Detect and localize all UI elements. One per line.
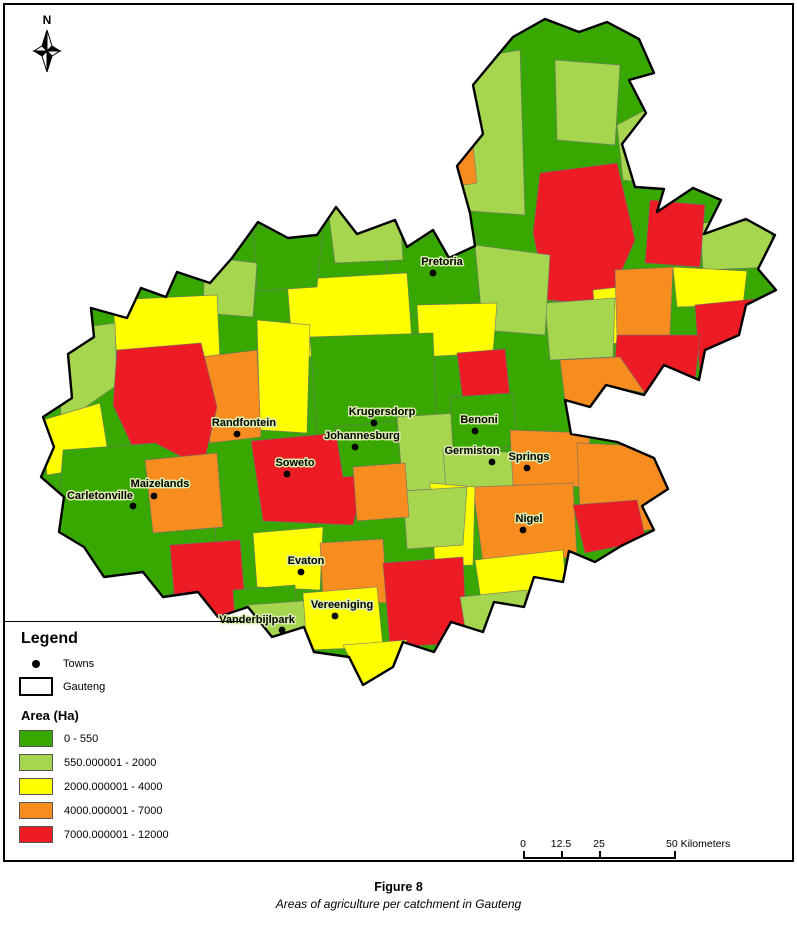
town-label-maizelands: Maizelands: [131, 478, 190, 490]
legend-class-row: 2000.000001 - 4000: [19, 778, 231, 795]
scale-tickmark: [599, 851, 601, 859]
town-dot-randfontein: [233, 430, 241, 438]
town-label-evaton: Evaton: [288, 555, 325, 567]
towns-layer: Pretoria Randfontein Krugersdorp Johannesbu…: [65, 255, 551, 634]
scale-tick-50: 50 Kilometers: [666, 838, 731, 850]
map-legend: Legend Towns Gauteng Area (Ha) 0 - 550 55…: [5, 621, 243, 860]
legend-gauteng-label: Gauteng: [63, 680, 106, 693]
figure-caption-text: Areas of agriculture per catchment in Ga…: [275, 897, 522, 911]
legend-class-row: 4000.000001 - 7000: [19, 802, 231, 819]
town-dot-nigel: [519, 526, 527, 534]
town-dot-germiston: [488, 458, 496, 466]
town-dot-maizelands: [150, 492, 158, 500]
legend-class-row: 0 - 550: [19, 730, 231, 747]
legend-class-swatch: [19, 754, 53, 771]
town-dot-carletonville: [129, 502, 137, 510]
legend-class-swatch: [19, 802, 53, 819]
scale-tickmark: [561, 851, 563, 859]
scale-tick-0: 0: [520, 838, 526, 850]
legend-class-label: 4000.000001 - 7000: [64, 804, 163, 817]
town-label-vanderbijlpark: Vanderbijlpark: [219, 614, 296, 626]
town-label-soweto: Soweto: [275, 457, 314, 469]
legend-class-row: 7000.000001 - 12000: [19, 826, 231, 843]
town-point-icon: [19, 660, 53, 668]
legend-classes: 0 - 550 550.000001 - 2000 2000.000001 - 40…: [19, 730, 231, 843]
map-frame: Pretoria Randfontein Krugersdorp Johannesbu…: [3, 3, 794, 862]
legend-class-swatch: [19, 730, 53, 747]
town-label-randfontein: Randfontein: [212, 417, 276, 429]
town-label-carletonville: Carletonville: [67, 490, 133, 502]
scale-tickmark: [523, 851, 525, 859]
scale-tick-25: 25: [593, 838, 605, 850]
town-dot-springs: [523, 464, 531, 472]
legend-class-swatch: [19, 778, 53, 795]
town-dot-vereeniging: [331, 612, 339, 620]
town-label-pretoria: Pretoria: [421, 256, 463, 268]
town-dot-vanderbijlpark: [278, 626, 286, 634]
scale-tick-12: 12.5: [550, 838, 572, 850]
town-label-benoni: Benoni: [460, 414, 497, 426]
legend-class-label: 550.000001 - 2000: [64, 756, 157, 769]
town-dot-krugersdorp: [370, 419, 378, 427]
choropleth-map: Pretoria Randfontein Krugersdorp Johannesbu…: [39, 17, 778, 687]
catchments-layer: [41, 19, 776, 685]
north-arrow: N: [25, 13, 69, 79]
legend-class-label: 2000.000001 - 4000: [64, 780, 163, 793]
town-label-krugersdorp: Krugersdorp: [349, 406, 416, 418]
town-dot-soweto: [283, 470, 291, 478]
town-label-springs: Springs: [509, 451, 550, 463]
legend-class-label: 7000.000001 - 12000: [64, 828, 169, 841]
legend-towns-label: Towns: [63, 658, 95, 670]
legend-title: Legend: [21, 630, 78, 647]
town-label-germiston: Germiston: [444, 445, 499, 457]
town-dot-evaton: [297, 568, 305, 576]
legend-row-towns: Towns: [19, 658, 231, 670]
town-label-vereeniging: Vereeniging: [311, 599, 373, 611]
town-dot-johannesburg: [351, 443, 359, 451]
town-dot-benoni: [471, 427, 479, 435]
figure-caption: Figure 8 Areas of agriculture per catchm…: [0, 880, 797, 911]
north-label: N: [42, 13, 52, 27]
scale-tickmark: [674, 851, 676, 859]
legend-class-swatch: [19, 826, 53, 843]
scale-bar: 0 12.5 25 50 Kilometers: [520, 838, 753, 863]
boundary-outline-icon: [19, 677, 53, 696]
figure-number: Figure 8: [374, 880, 423, 894]
legend-row-gauteng: Gauteng: [19, 677, 231, 696]
town-label-nigel: Nigel: [516, 513, 543, 525]
compass-icon: [32, 29, 62, 73]
legend-area-title: Area (Ha): [21, 708, 79, 723]
legend-class-row: 550.000001 - 2000: [19, 754, 231, 771]
legend-class-label: 0 - 550: [64, 732, 99, 745]
town-label-johannesburg: Johannesburg: [324, 430, 400, 442]
town-dot-pretoria: [429, 269, 437, 277]
